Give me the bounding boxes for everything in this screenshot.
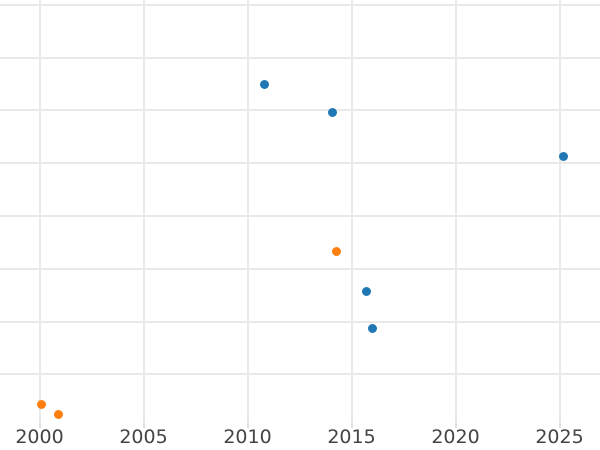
data-point-series-blue [361,287,371,296]
x-tick-mark [350,423,353,428]
data-point-series-orange [53,410,63,420]
v-gridline [38,0,41,423]
data-point-series-orange [332,247,342,257]
data-point-series-blue [367,323,377,333]
h-gridline [0,215,600,217]
v-gridline [454,0,457,423]
x-tick-label: 2005 [119,426,168,448]
h-gridline [0,267,600,270]
x-tick-mark [246,423,249,428]
v-gridline [142,0,145,423]
data-point-series-blue [259,80,269,90]
x-tick-label: 2000 [15,426,64,448]
data-point-series-blue [559,152,569,162]
h-gridline [0,56,600,59]
h-gridline [0,3,600,6]
h-gridline [0,320,600,323]
data-point-series-blue [328,108,338,117]
x-tick-mark [454,423,457,428]
x-tick-label: 2025 [535,426,584,448]
x-tick-label: 2020 [431,426,480,448]
x-tick-mark [558,423,561,428]
x-tick-mark [142,423,145,428]
h-gridline [0,162,600,165]
v-gridline [350,0,353,423]
v-gridline [558,0,561,423]
x-tick-label: 2015 [327,426,376,448]
data-point-series-orange [37,399,47,409]
v-gridline [246,0,249,423]
h-gridline [0,373,600,376]
x-tick-mark [38,423,41,428]
x-tick-label: 2010 [223,426,272,448]
h-gridline [0,109,600,112]
